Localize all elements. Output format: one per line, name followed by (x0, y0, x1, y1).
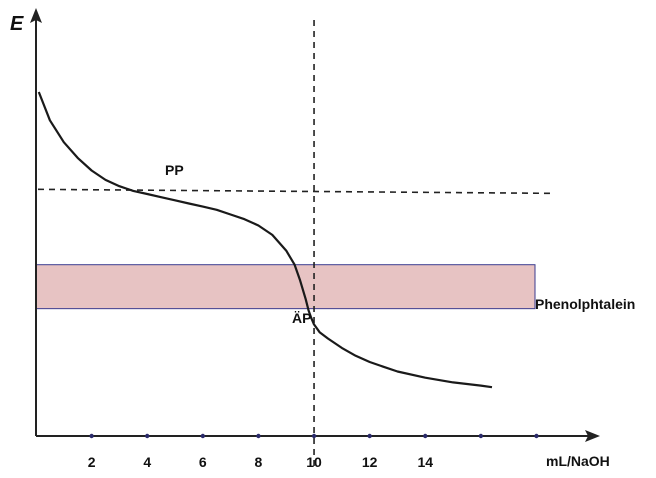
indicator-band-label: Phenolphtalein (535, 296, 635, 312)
x-tick-mark (367, 433, 372, 439)
x-tick-mark (478, 433, 484, 439)
x-axis-label: mL/NaOH (546, 453, 610, 469)
x-tick-label: 8 (255, 454, 263, 470)
ap-label: ÄP (292, 310, 311, 326)
x-tick-label: 14 (417, 454, 433, 470)
x-tick-mark (311, 433, 317, 439)
x-tick-label: 4 (143, 454, 151, 470)
x-tick-mark (89, 433, 94, 439)
x-tick-label: 10 (306, 454, 322, 470)
x-tick-label: 2 (88, 454, 96, 470)
x-tick-label: 6 (199, 454, 207, 470)
pp-level-line (37, 188, 553, 195)
x-tick-mark (145, 433, 150, 439)
x-tick-mark (256, 433, 261, 439)
x-tick-mark (200, 433, 206, 439)
x-tick-label: 12 (362, 454, 378, 470)
x-axis-arrow (585, 430, 600, 442)
y-axis-label: E (10, 13, 24, 35)
y-axis-arrow (30, 8, 42, 23)
indicator-band (35, 264, 536, 310)
x-tick-mark (423, 433, 428, 439)
pp-label: PP (165, 162, 184, 178)
titration-curve-1 (37, 91, 493, 389)
x-tick-mark (534, 433, 539, 439)
